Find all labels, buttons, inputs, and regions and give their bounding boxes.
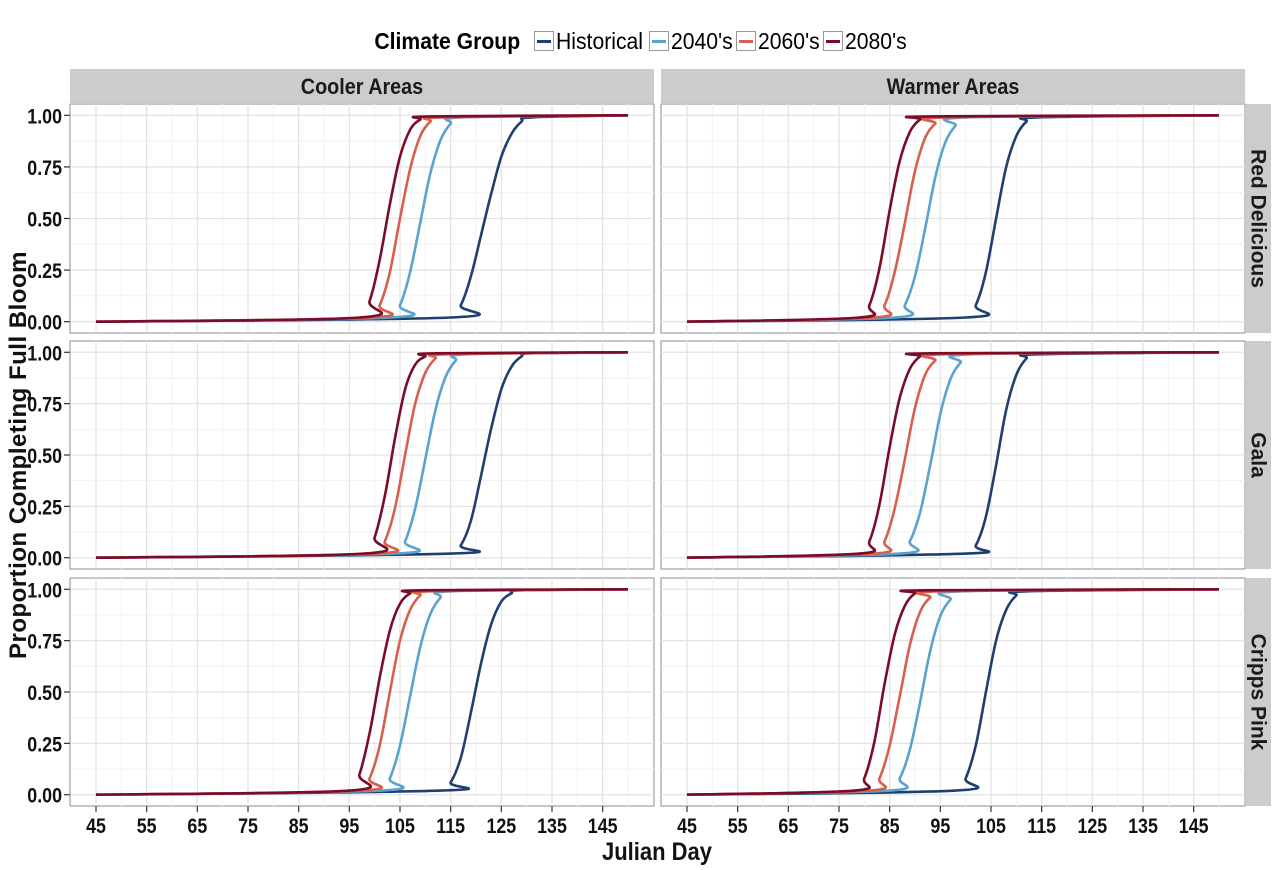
- y-tick-label: 0.50: [27, 208, 62, 232]
- row-strip-cripps-pink: [1246, 578, 1271, 806]
- y-tick-label: 0.00: [27, 784, 62, 808]
- y-tick-label: 1.00: [27, 105, 62, 129]
- y-tick-label: 0.75: [27, 393, 62, 417]
- series-line-2080-s: [686, 588, 1220, 796]
- x-tick-label: 55: [137, 815, 157, 839]
- x-tick-label: 55: [728, 815, 748, 839]
- y-tick-label: 0.25: [27, 496, 62, 520]
- x-tick-label: 75: [238, 815, 258, 839]
- x-tick-label: 105: [976, 815, 1006, 839]
- column-strip-label-cooler-areas: Cooler Areas: [301, 75, 423, 99]
- column-strip-warmer-areas: [661, 69, 1245, 103]
- column-strip-label-warmer-areas: Warmer Areas: [887, 75, 1020, 99]
- legend-title: Climate Group: [374, 27, 521, 54]
- legend-label-historical: Historical: [556, 27, 644, 54]
- legend-item-2080s: 2080's: [823, 28, 908, 55]
- x-tick-label: 125: [486, 815, 516, 839]
- y-tick-label: 1.00: [27, 579, 62, 603]
- legend-key-2040s: [648, 31, 669, 51]
- series-line-historical: [95, 588, 629, 796]
- legend-swatch-2080s: [826, 40, 841, 43]
- row-strip-red-delicious: [1246, 104, 1271, 333]
- legend-swatch-2060s: [738, 40, 753, 43]
- series-line-historical: [95, 351, 629, 559]
- x-tick-label: 65: [187, 815, 207, 839]
- legend-key-2080s: [823, 31, 844, 51]
- x-tick-label: 135: [537, 815, 567, 839]
- legend-key-historical: [534, 31, 555, 51]
- row-strip-label-red-delicious: Red Delicious: [1247, 149, 1270, 288]
- y-tick-label: 0.75: [27, 630, 62, 654]
- y-tick-label: 0.50: [27, 682, 62, 706]
- legend-item-2060s: 2060's: [735, 27, 821, 55]
- x-tick-label: 45: [86, 815, 106, 839]
- panel-cooler-areas-cripps-pink: [69, 577, 655, 807]
- y-tick-label: 0.50: [27, 445, 62, 469]
- row-strip-label-cripps-pink: Cripps Pink: [1247, 634, 1270, 751]
- x-axis-title: Julian Day: [602, 838, 712, 866]
- legend-label-2060s: 2060's: [757, 27, 820, 54]
- row-strip-gala: [1246, 341, 1271, 569]
- series-line-2080-s: [95, 351, 629, 559]
- series-line-2080-s: [686, 114, 1220, 323]
- legend-swatch-historical: [537, 40, 552, 43]
- x-tick-label: 115: [436, 815, 465, 839]
- legend-key-2060s: [735, 31, 756, 51]
- legend-label-2040s: 2040's: [670, 27, 733, 54]
- row-strip-label-gala: Gala: [1247, 432, 1270, 478]
- x-tick-label: 145: [588, 815, 618, 839]
- legend-item-historical: Historical: [534, 28, 647, 55]
- series-line-2080-s: [95, 588, 629, 796]
- panel-cooler-areas-red-delicious: [69, 103, 655, 334]
- panel-warmer-areas-red-delicious: [660, 103, 1246, 334]
- series-line-historical: [686, 351, 1220, 559]
- panel-warmer-areas-gala: [660, 340, 1246, 570]
- x-tick-label: 95: [930, 815, 950, 839]
- x-tick-label: 65: [778, 815, 798, 839]
- legend-swatch-2040s: [651, 40, 666, 43]
- panel-warmer-areas-cripps-pink: [660, 577, 1246, 807]
- x-tick-label: 115: [1027, 815, 1056, 839]
- y-tick-label: 0.25: [27, 733, 62, 757]
- x-tick-label: 85: [880, 815, 900, 839]
- y-tick-label: 0.75: [27, 157, 62, 181]
- y-tick-label: 0.25: [27, 260, 62, 284]
- series-line-historical: [686, 114, 1220, 323]
- y-tick-label: 0.00: [27, 311, 62, 335]
- x-tick-label: 145: [1179, 815, 1209, 839]
- x-tick-label: 125: [1077, 815, 1107, 839]
- legend-label-2080s: 2080's: [845, 27, 907, 54]
- series-line-2080-s: [95, 114, 629, 323]
- x-tick-label: 105: [385, 815, 415, 839]
- column-strip-cooler-areas: [70, 69, 654, 103]
- x-tick-label: 95: [339, 815, 359, 839]
- series-line-historical: [95, 114, 629, 323]
- chart-legend: Climate Group Historical 2040's 2060's 2…: [0, 24, 1276, 58]
- panel-cooler-areas-gala: [69, 340, 655, 570]
- x-tick-label: 75: [829, 815, 849, 839]
- x-tick-label: 45: [677, 815, 697, 839]
- series-line-2080-s: [686, 351, 1220, 559]
- y-tick-label: 0.00: [27, 547, 62, 571]
- x-tick-label: 85: [289, 815, 309, 839]
- y-axis-title: Proportion Completing Full Bloom: [5, 251, 32, 659]
- legend-item-2040s: 2040's: [648, 27, 734, 55]
- x-tick-label: 135: [1128, 815, 1158, 839]
- y-tick-label: 1.00: [27, 342, 62, 366]
